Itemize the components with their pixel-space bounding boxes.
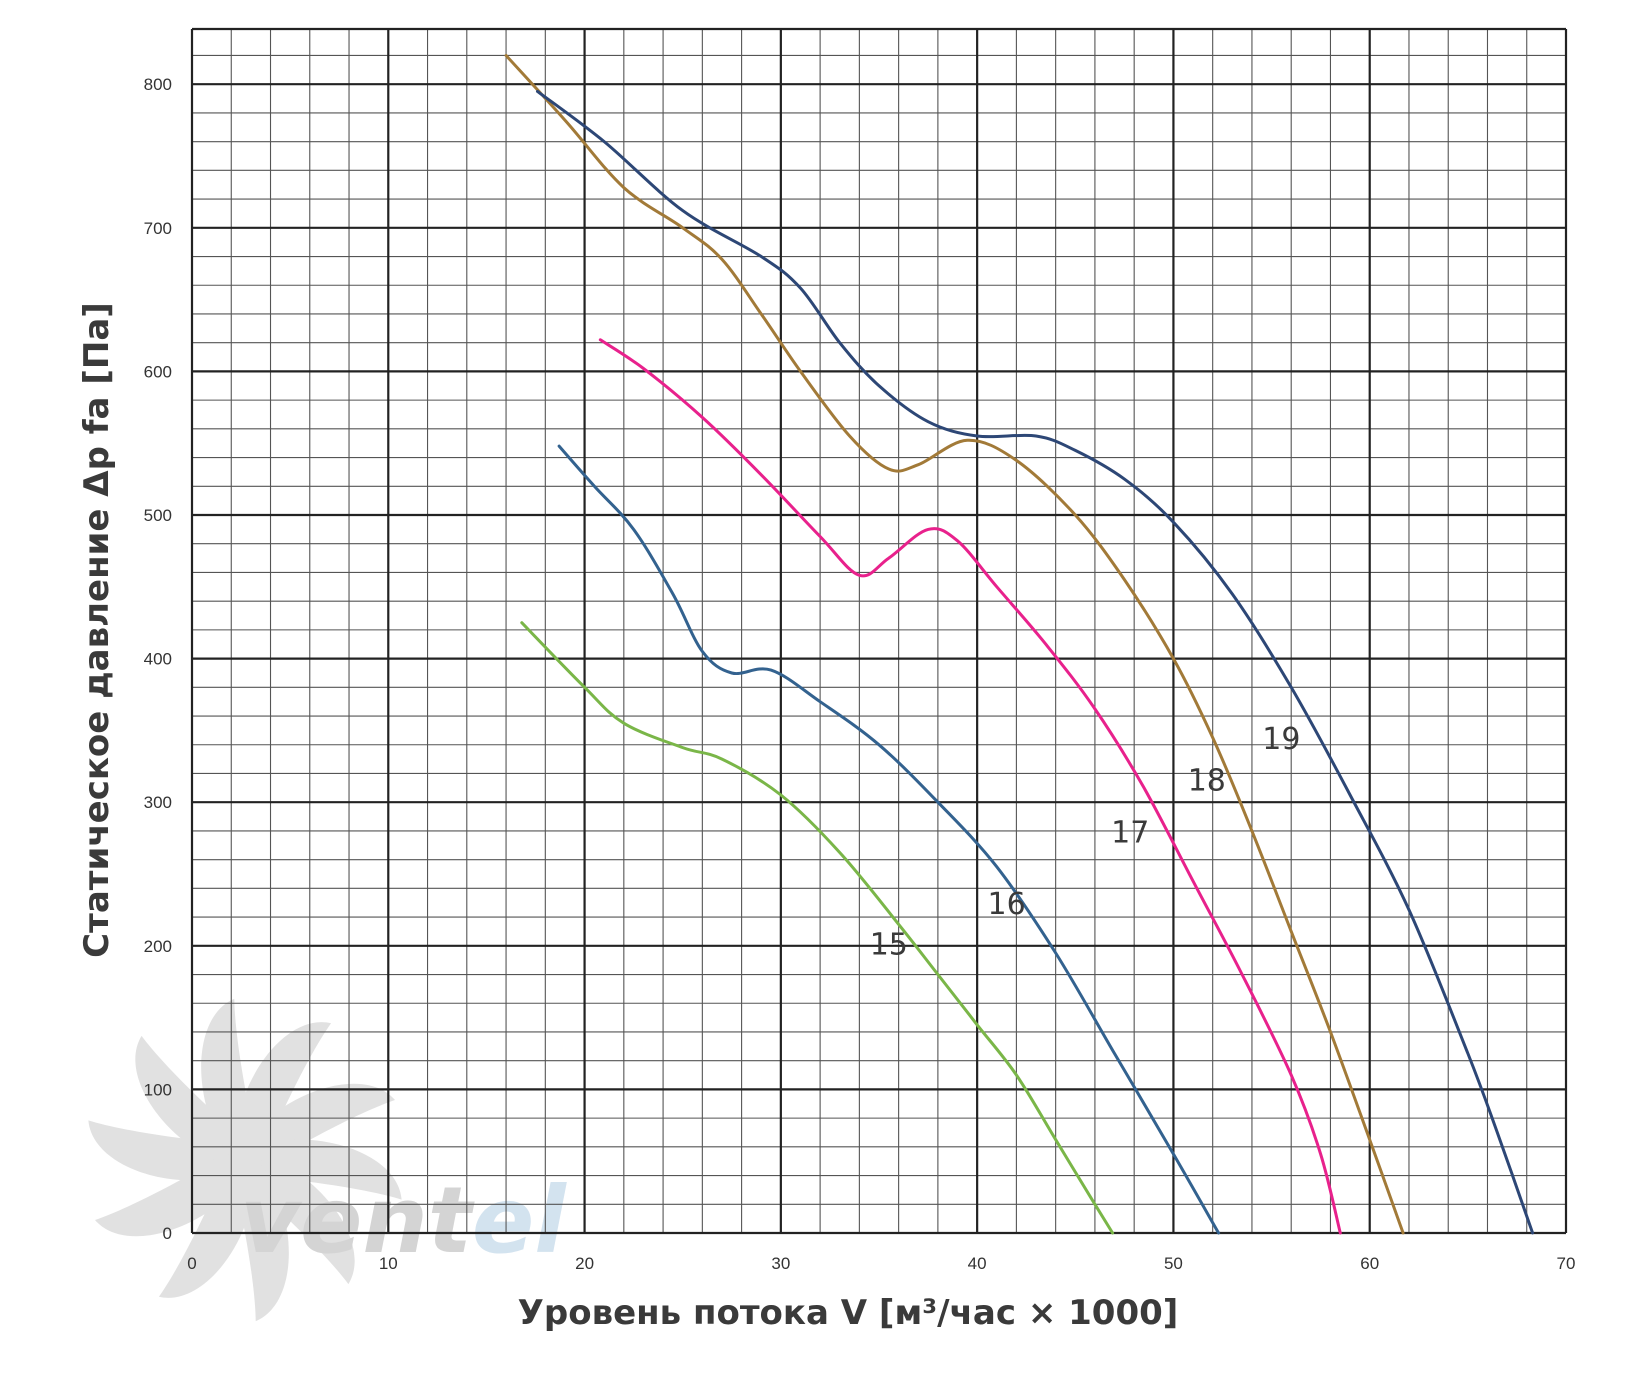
series-label-16: 16 xyxy=(987,887,1025,922)
fan-blade xyxy=(88,1120,256,1181)
brand-watermark: ventel xyxy=(88,998,567,1322)
fan-blade xyxy=(234,1139,402,1200)
series-line-16 xyxy=(557,444,1221,1235)
series-label-17: 17 xyxy=(1111,815,1149,850)
x-tick-label: 0 xyxy=(187,1254,196,1273)
y-axis-title: Статическое давление Δp fa [Па] xyxy=(77,302,117,958)
y-tick-labels: 0 100 200 300 400 500 600 700 800 xyxy=(144,75,172,1243)
series-line-15 xyxy=(520,621,1115,1235)
series-labels: 15 16 17 18 19 xyxy=(870,722,1301,962)
y-tick-label: 400 xyxy=(144,650,172,669)
x-tick-label: 50 xyxy=(1164,1254,1183,1273)
series-line-17 xyxy=(598,338,1342,1235)
y-tick-label: 200 xyxy=(144,937,172,956)
series-label-18: 18 xyxy=(1188,764,1226,799)
y-tick-label: 700 xyxy=(144,219,172,238)
y-tick-label: 0 xyxy=(163,1224,172,1243)
x-tick-label: 20 xyxy=(575,1254,594,1273)
series-line-18 xyxy=(504,54,1405,1235)
y-tick-label: 300 xyxy=(144,793,172,812)
x-axis-title: Уровень потока V [м³/час × 1000] xyxy=(518,1293,1179,1333)
y-tick-label: 500 xyxy=(144,506,172,525)
y-tick-label: 800 xyxy=(144,75,172,94)
x-tick-label: 70 xyxy=(1557,1254,1576,1273)
series-label-19: 19 xyxy=(1262,722,1300,757)
major-gridlines xyxy=(190,27,1568,1235)
series-lines xyxy=(504,54,1535,1235)
svg-text:ventel: ventel xyxy=(240,1167,567,1274)
series-label-15: 15 xyxy=(870,927,908,962)
y-tick-label: 100 xyxy=(144,1080,172,1099)
fan-icon xyxy=(88,998,402,1322)
logo-text-el: el xyxy=(472,1167,567,1274)
minor-gridlines xyxy=(192,29,1566,1233)
x-tick-label: 30 xyxy=(771,1254,790,1273)
x-tick-label: 40 xyxy=(968,1254,987,1273)
x-tick-label: 60 xyxy=(1360,1254,1379,1273)
x-tick-label: 10 xyxy=(379,1254,398,1273)
y-tick-label: 600 xyxy=(144,362,172,381)
x-tick-labels: 0 10 20 30 40 50 60 70 xyxy=(187,1254,1575,1273)
logo-text-vent: vent xyxy=(240,1167,475,1274)
series-line-19 xyxy=(536,89,1535,1235)
